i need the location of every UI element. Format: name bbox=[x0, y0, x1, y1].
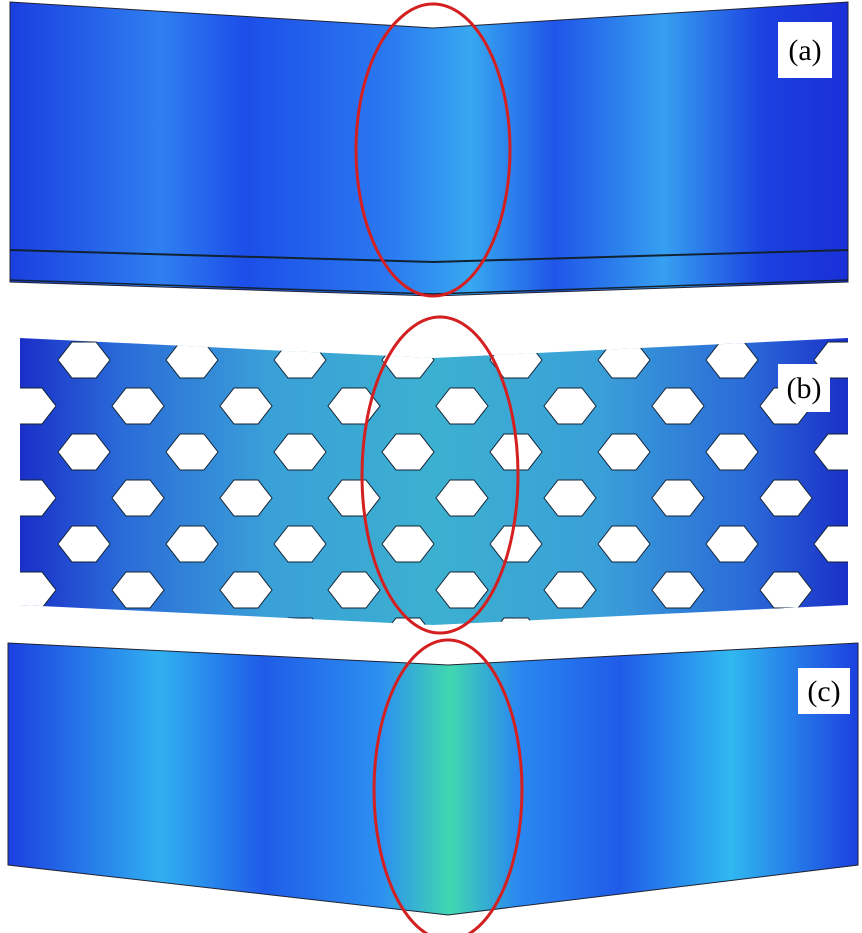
contour-plot bbox=[8, 643, 858, 915]
figure: (a) (b) (c) bbox=[0, 0, 862, 933]
panel-a: (a) bbox=[10, 2, 848, 296]
panel-label: (b) bbox=[787, 372, 822, 405]
contour-plot bbox=[10, 2, 848, 296]
honeycomb-cells bbox=[20, 338, 848, 625]
panel-c: (c) bbox=[8, 640, 858, 933]
panel-b: (b) bbox=[20, 317, 848, 633]
panel-label: (c) bbox=[807, 675, 840, 708]
panel-label: (a) bbox=[788, 34, 821, 67]
